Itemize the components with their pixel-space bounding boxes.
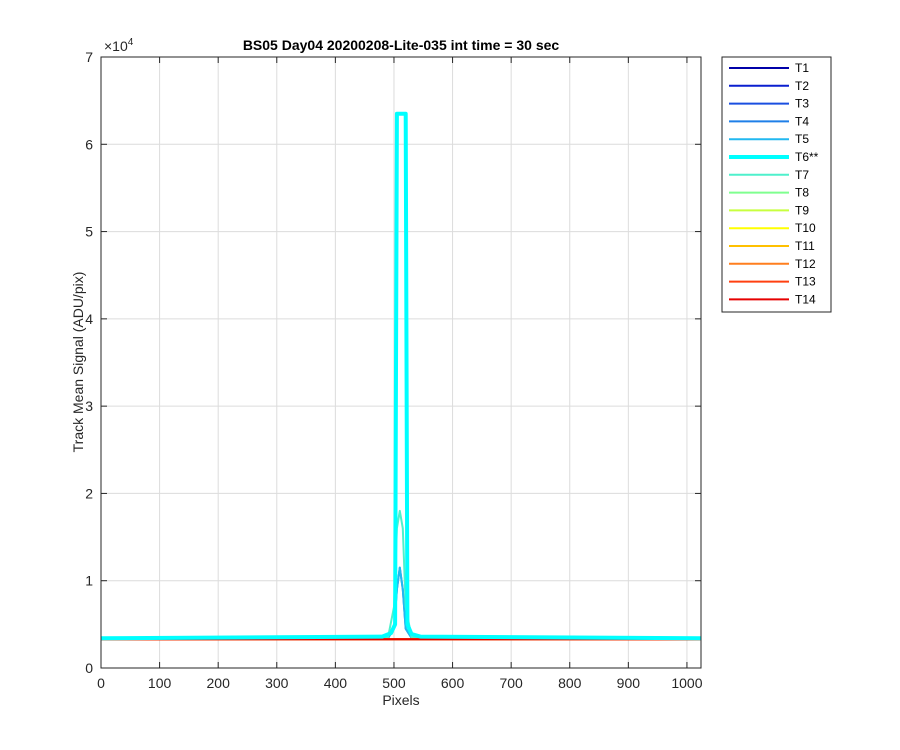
x-tick-label: 900 <box>617 675 641 691</box>
legend-label-t12: T12 <box>795 257 816 271</box>
legend-label-t3: T3 <box>795 97 809 111</box>
plot-area <box>101 57 701 668</box>
y-ticks: 0 1 2 3 4 5 6 7 <box>85 49 701 676</box>
legend-label-t4: T4 <box>795 114 809 128</box>
legend-label-t13: T13 <box>795 275 816 289</box>
legend-label-t14: T14 <box>795 292 816 306</box>
legend-label-t11: T11 <box>795 239 815 253</box>
y-exponent: ×104 <box>104 37 134 54</box>
legend-label-t1: T1 <box>795 61 809 75</box>
legend-label-t2: T2 <box>795 79 809 93</box>
legend: T1 T2 T3 T4 T5 T6** T7 T8 T9 T10 T11 T12 T13 T14 <box>721 56 832 313</box>
legend-label-t9: T9 <box>795 203 809 217</box>
y-tick-label: 7 <box>85 49 93 65</box>
x-tick-label: 400 <box>324 675 348 691</box>
legend-label-t5: T5 <box>795 132 809 146</box>
y-axis-label: Track Mean Signal (ADU/pix) <box>70 272 86 453</box>
series-line-t6 <box>100 111 702 641</box>
legend-label-t6: T6** <box>795 150 819 164</box>
x-tick-label: 600 <box>441 675 465 691</box>
x-tick-label: 100 <box>148 675 172 691</box>
legend-label-t10: T10 <box>795 221 816 235</box>
y-tick-label: 3 <box>85 398 93 414</box>
x-tick-label: 800 <box>558 675 582 691</box>
legend-label-t7: T7 <box>795 168 809 182</box>
x-tick-label: 500 <box>382 675 406 691</box>
y-tick-label: 1 <box>85 573 93 589</box>
y-tick-label: 6 <box>85 136 93 152</box>
x-tick-label: 300 <box>265 675 289 691</box>
legend-label-t8: T8 <box>795 186 809 200</box>
x-ticks: 0 100 200 300 400 500 600 700 800 900 1000 <box>97 57 703 691</box>
x-tick-label: 1000 <box>671 675 702 691</box>
y-exponent-base: ×10 <box>104 38 128 54</box>
series-layer <box>100 111 702 641</box>
y-exponent-power: 4 <box>128 37 134 48</box>
x-tick-label: 700 <box>499 675 523 691</box>
chart-title: BS05 Day04 20200208-Lite-035 int time = … <box>243 37 560 53</box>
x-tick-label: 0 <box>97 675 105 691</box>
axes-box <box>100 56 702 669</box>
y-tick-label: 0 <box>85 660 93 676</box>
x-tick-label: 200 <box>207 675 231 691</box>
y-tick-label: 5 <box>85 224 93 240</box>
legend-box <box>721 56 832 313</box>
x-axis-label: Pixels <box>382 692 419 708</box>
y-tick-label: 2 <box>85 485 93 501</box>
y-tick-label: 4 <box>85 311 93 327</box>
